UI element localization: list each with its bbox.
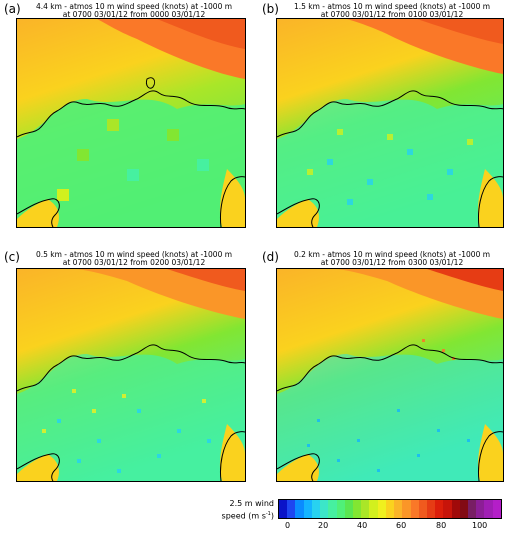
- colorbar-swatch-26: [492, 500, 501, 518]
- colorbar: [278, 499, 502, 519]
- colorbar-swatch-11: [369, 500, 378, 518]
- colorbar-swatch-2: [295, 500, 304, 518]
- panel-d-map: [276, 268, 504, 482]
- panel-d-title: 0.2 km - atmos 10 m wind speed (knots) a…: [276, 251, 508, 267]
- panel-c-map: [16, 268, 246, 482]
- panel-c-wind-field: [17, 269, 245, 481]
- panel-b-map: [276, 18, 504, 228]
- colorbar-swatch-14: [394, 500, 403, 518]
- colorbar-swatch-15: [402, 500, 411, 518]
- colorbar-tick-60: 60: [396, 521, 407, 530]
- colorbar-swatch-9: [352, 500, 362, 518]
- colorbar-swatch-12: [377, 500, 386, 518]
- panel-c-letter: (c): [4, 250, 20, 264]
- colorbar-swatch-25: [484, 500, 493, 518]
- colorbar-label: 2.5 m wind speed (m s-1): [196, 499, 274, 522]
- colorbar-swatch-4: [311, 500, 321, 518]
- colorbar-swatch-7: [336, 500, 345, 518]
- colorbar-swatch-1: [287, 500, 296, 518]
- colorbar-swatch-5: [320, 500, 329, 518]
- panel-b-letter: (b): [262, 2, 279, 16]
- colorbar-swatch-13: [385, 500, 395, 518]
- colorbar-swatch-17: [418, 500, 427, 518]
- colorbar-label-line1: 2.5 m wind: [229, 499, 274, 508]
- colorbar-swatch-22: [459, 500, 469, 518]
- colorbar-swatch-18: [426, 500, 436, 518]
- colorbar-swatch-10: [361, 500, 370, 518]
- panel-d-letter: (d): [262, 250, 279, 264]
- colorbar-tick-100: 100: [472, 521, 488, 530]
- panel-d-title-line1: 0.2 km - atmos 10 m wind speed (knots) a…: [293, 250, 491, 259]
- colorbar-swatch-16: [410, 500, 419, 518]
- panel-a-wind-field: [17, 19, 245, 227]
- colorbar-label-units: speed (m s: [221, 511, 266, 521]
- panel-c-title-line2: at 0700 03/01/12 from 0200 03/01/12: [62, 258, 206, 267]
- panel-d-title-line2: at 0700 03/01/12 from 0300 03/01/12: [320, 258, 464, 267]
- colorbar-tick-40: 40: [357, 521, 368, 530]
- panel-a-title-line1: 4.4 km - atmos 10 m wind speed (knots) a…: [35, 2, 233, 11]
- colorbar-swatch-19: [435, 500, 444, 518]
- colorbar-tick-80: 80: [436, 521, 447, 530]
- colorbar-tick-0: 0: [285, 521, 291, 530]
- colorbar-swatch-24: [476, 500, 485, 518]
- colorbar-swatch-0: [279, 500, 288, 518]
- colorbar-swatch-20: [443, 500, 452, 518]
- panel-a-letter: (a): [4, 2, 21, 16]
- colorbar-swatch-3: [303, 500, 312, 518]
- panel-c-title-line1: 0.5 km - atmos 10 m wind speed (knots) a…: [35, 250, 233, 259]
- colorbar-tick-20: 20: [318, 521, 329, 530]
- colorbar-swatch-23: [468, 500, 477, 518]
- panel-a-title-line2: at 0700 03/01/12 from 0000 03/01/12: [62, 10, 206, 19]
- panel-b-title: 1.5 km - atmos 10 m wind speed (knots) a…: [276, 3, 508, 19]
- panel-a-map: [16, 18, 246, 228]
- panel-b-wind-field: [277, 19, 503, 227]
- panel-a-title: 4.4 km - atmos 10 m wind speed (knots) a…: [16, 3, 252, 19]
- colorbar-swatch-8: [344, 500, 353, 518]
- panel-b-title-line1: 1.5 km - atmos 10 m wind speed (knots) a…: [293, 2, 491, 11]
- colorbar-label-sup: -1: [265, 511, 271, 517]
- panel-b-title-line2: at 0700 03/01/12 from 0100 03/01/12: [320, 10, 464, 19]
- panel-c-title: 0.5 km - atmos 10 m wind speed (knots) a…: [16, 251, 252, 267]
- colorbar-label-close: ): [270, 511, 274, 521]
- colorbar-swatch-21: [451, 500, 460, 518]
- colorbar-label-line2: speed (m s-1): [196, 509, 274, 522]
- colorbar-swatch-6: [328, 500, 337, 518]
- panel-d-wind-field: [277, 269, 503, 481]
